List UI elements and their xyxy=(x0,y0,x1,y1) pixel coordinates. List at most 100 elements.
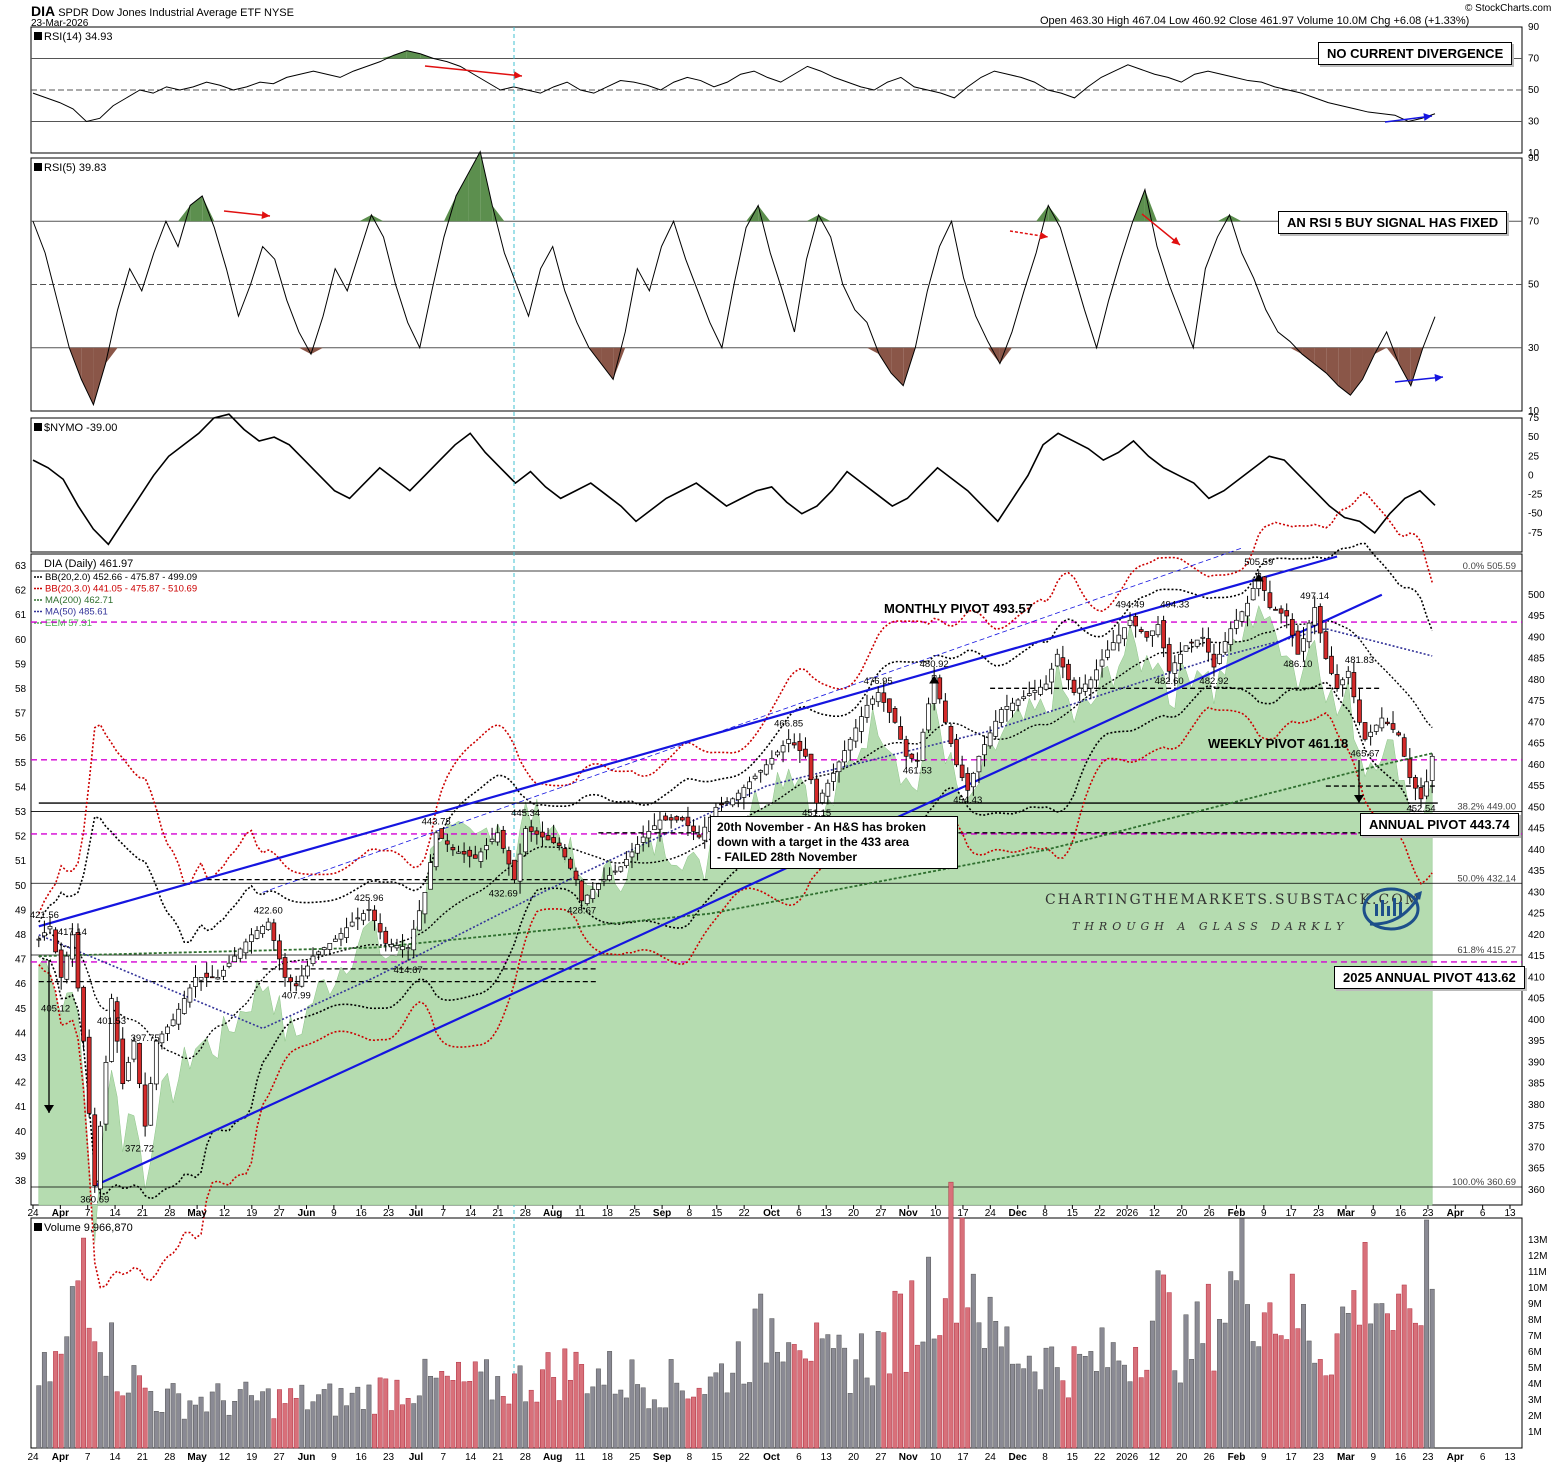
volume-bar xyxy=(243,1381,249,1449)
volume-bar xyxy=(299,1384,305,1449)
price-annotation: 465.67 xyxy=(1351,748,1380,759)
nymo-tick-label: 50 xyxy=(1528,432,1540,443)
price-annotation: 482.60 xyxy=(1155,676,1184,687)
x-axis-label-volume: 25 xyxy=(629,1452,641,1463)
candle xyxy=(310,955,316,965)
candle xyxy=(528,826,534,832)
eem-axis-label: 48 xyxy=(15,930,27,941)
x-axis-label: 7 xyxy=(85,1208,91,1219)
x-axis-label: Nov xyxy=(899,1208,918,1219)
volume-bar xyxy=(265,1388,271,1449)
candle xyxy=(797,740,803,751)
volume-bar xyxy=(590,1386,596,1449)
candle xyxy=(361,913,366,921)
volume-bar xyxy=(657,1407,663,1449)
fib-label: 38.2% 449.00 xyxy=(1457,802,1516,813)
x-axis-label-volume: 19 xyxy=(246,1452,258,1463)
volume-bar xyxy=(830,1348,836,1449)
volume-bar xyxy=(1189,1359,1195,1449)
candle xyxy=(1278,608,1284,614)
candle xyxy=(842,750,847,763)
candle xyxy=(646,831,652,839)
candle xyxy=(735,792,741,801)
price-axis-label: 495 xyxy=(1528,611,1545,622)
volume-bar xyxy=(500,1396,506,1449)
volume-bar xyxy=(204,1411,210,1449)
rsi5-divergence-arrow-1-head xyxy=(261,211,270,220)
price-axis-label: 445 xyxy=(1528,824,1545,835)
eem-axis-label: 47 xyxy=(15,955,27,966)
volume-bar xyxy=(400,1404,405,1449)
volume-bar xyxy=(1082,1356,1088,1449)
candle xyxy=(120,1038,126,1085)
rsi5-overbought-fill xyxy=(480,151,493,222)
pivot-high-marker xyxy=(1253,573,1264,582)
volume-bar xyxy=(92,1341,98,1449)
x-axis-label-volume: 24 xyxy=(27,1452,39,1463)
price-annotation: 494.33 xyxy=(1160,600,1189,611)
candle xyxy=(612,870,618,873)
candle xyxy=(769,758,775,765)
rsi5-tick-label: 30 xyxy=(1528,343,1540,354)
candle xyxy=(165,1026,170,1034)
volume-bar xyxy=(153,1411,159,1449)
x-axis-label-volume: 28 xyxy=(164,1452,176,1463)
volume-bar xyxy=(1228,1271,1234,1449)
candle xyxy=(1082,683,1088,692)
x-axis-label-volume: 13 xyxy=(1504,1452,1516,1463)
target-arrow-2-head xyxy=(1354,795,1364,803)
candle xyxy=(170,1019,176,1026)
volume-bar xyxy=(965,1307,971,1449)
candle xyxy=(450,847,456,851)
volume-axis-label: 3M xyxy=(1528,1395,1542,1406)
volume-bar xyxy=(881,1332,887,1449)
volume-bar xyxy=(1289,1273,1295,1449)
candle xyxy=(394,945,400,949)
candle xyxy=(685,816,691,827)
volume-bar xyxy=(970,1273,976,1449)
candle xyxy=(624,859,629,867)
candle xyxy=(148,1083,154,1126)
volume-bar xyxy=(635,1384,641,1449)
volume-bar xyxy=(819,1338,825,1449)
rsi5-overbought-fill xyxy=(1144,189,1158,222)
volume-bar xyxy=(120,1395,126,1449)
volume-bar xyxy=(1295,1328,1301,1449)
candle xyxy=(724,801,730,804)
x-axis-label: 7 xyxy=(440,1208,446,1219)
x-axis-label-volume: 28 xyxy=(520,1452,532,1463)
x-axis-label: 22 xyxy=(739,1208,751,1219)
candle xyxy=(271,922,277,941)
rsi5-oversold-fill xyxy=(891,347,904,386)
volume-bar xyxy=(668,1359,674,1449)
candle xyxy=(1228,628,1234,645)
candle xyxy=(534,830,540,835)
weekly-pivot-label: WEEKLY PIVOT 461.18 xyxy=(1208,736,1349,751)
x-axis-label: 27 xyxy=(274,1208,286,1219)
exchange: NYSE xyxy=(264,7,294,19)
volume-axis-label: 5M xyxy=(1528,1363,1542,1374)
eem-axis-label: 41 xyxy=(15,1102,27,1113)
candle xyxy=(187,987,193,1003)
candle xyxy=(1396,732,1401,736)
candle xyxy=(461,851,467,855)
volume-bar xyxy=(1183,1314,1189,1449)
x-axis-label: 13 xyxy=(1504,1208,1516,1219)
candle xyxy=(1049,668,1055,683)
volume-bar xyxy=(713,1372,719,1449)
volume-bar xyxy=(53,1351,59,1449)
volume-bar xyxy=(679,1390,685,1449)
candle xyxy=(702,826,708,841)
volume-bar xyxy=(1049,1346,1055,1449)
candle xyxy=(349,921,355,927)
volume-bar xyxy=(142,1387,148,1449)
candle xyxy=(747,781,752,790)
candle xyxy=(305,965,310,977)
candle xyxy=(333,938,338,942)
candle xyxy=(181,998,187,1014)
volume-bar xyxy=(148,1391,154,1449)
price-annotation: 486.10 xyxy=(1283,659,1312,670)
rsi5-tick-label: 70 xyxy=(1528,216,1540,227)
price-axis-label: 490 xyxy=(1528,632,1545,643)
x-axis-label: 12 xyxy=(219,1208,231,1219)
